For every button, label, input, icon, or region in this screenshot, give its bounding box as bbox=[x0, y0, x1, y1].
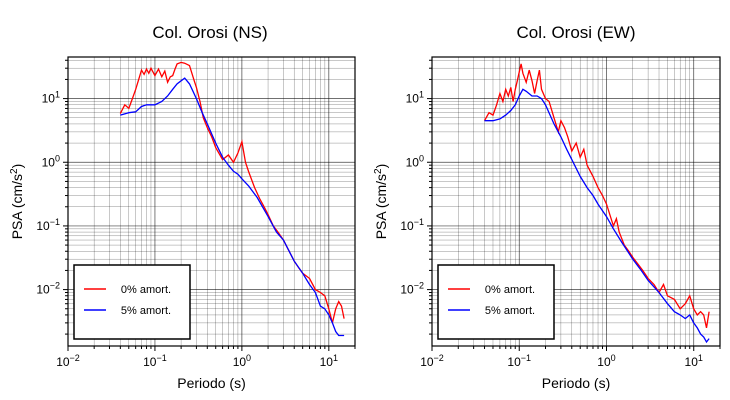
y-axis-label: PSA (cm/s2) bbox=[373, 164, 389, 240]
y-tick-label: 10−1 bbox=[36, 217, 60, 233]
plot-frame bbox=[67, 56, 356, 347]
x-tick-label: 101 bbox=[320, 353, 338, 369]
legend-label: 0% amort. bbox=[485, 284, 535, 296]
chart-title: Col. Orosi (NS) bbox=[152, 23, 267, 42]
legend-label: 0% amort. bbox=[121, 284, 171, 296]
y-tick-label: 10−1 bbox=[400, 217, 424, 233]
legend-box bbox=[437, 264, 555, 340]
legend: 0% amort. 5% amort. bbox=[73, 264, 191, 340]
series-line-amort-5 bbox=[120, 77, 345, 337]
chart-title: Col. Orosi (EW) bbox=[517, 23, 636, 42]
x-tick-label: 10−1 bbox=[507, 353, 531, 369]
series-line-amort-0 bbox=[483, 63, 710, 329]
x-axis-label: Periodo (s) bbox=[542, 375, 610, 391]
y-tick-label: 101 bbox=[406, 90, 424, 106]
y-tick-label: 100 bbox=[42, 153, 60, 169]
grid bbox=[67, 57, 356, 346]
x-tick-label: 10−2 bbox=[420, 353, 444, 369]
chart-panel-1: 10−2 10−1 100 101 10−2 10−1 100 101 Col. Orosi (… bbox=[373, 23, 721, 391]
legend-label: 5% amort. bbox=[121, 305, 171, 317]
series-line-amort-0 bbox=[119, 61, 345, 324]
x-tick-label: 10−2 bbox=[56, 353, 80, 369]
chart-panel-0: 10−2 10−1 100 101 10−2 10−1 100 101 Col. Orosi (… bbox=[9, 23, 356, 391]
plot-frame bbox=[431, 56, 721, 347]
x-tick-label: 100 bbox=[597, 353, 615, 369]
x-tick-label: 10−1 bbox=[143, 353, 167, 369]
y-tick-label: 10−2 bbox=[36, 281, 60, 297]
series-line-amort-5 bbox=[484, 88, 710, 344]
legend-label: 5% amort. bbox=[485, 305, 535, 317]
x-tick-label: 100 bbox=[233, 353, 251, 369]
x-axis-label: Periodo (s) bbox=[177, 375, 245, 391]
y-tick-label: 101 bbox=[42, 90, 60, 106]
legend: 0% amort. 5% amort. bbox=[437, 264, 555, 340]
x-tick-label: 101 bbox=[685, 353, 703, 369]
y-tick-label: 10−2 bbox=[400, 281, 424, 297]
legend-box bbox=[73, 264, 191, 340]
y-tick-label: 100 bbox=[406, 153, 424, 169]
y-axis-label: PSA (cm/s2) bbox=[9, 164, 25, 240]
